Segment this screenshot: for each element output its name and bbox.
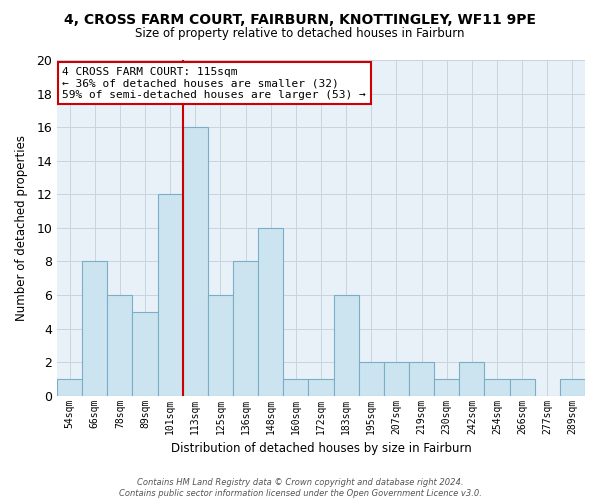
Bar <box>57 379 82 396</box>
Bar <box>308 379 334 396</box>
Bar <box>183 127 208 396</box>
Bar <box>107 295 133 396</box>
Bar <box>158 194 183 396</box>
X-axis label: Distribution of detached houses by size in Fairburn: Distribution of detached houses by size … <box>170 442 472 455</box>
Bar <box>384 362 409 396</box>
Bar <box>233 262 258 396</box>
Bar <box>560 379 585 396</box>
Bar <box>258 228 283 396</box>
Text: Size of property relative to detached houses in Fairburn: Size of property relative to detached ho… <box>135 28 465 40</box>
Bar <box>460 362 484 396</box>
Text: 4, CROSS FARM COURT, FAIRBURN, KNOTTINGLEY, WF11 9PE: 4, CROSS FARM COURT, FAIRBURN, KNOTTINGL… <box>64 12 536 26</box>
Bar <box>509 379 535 396</box>
Bar <box>82 262 107 396</box>
Bar <box>409 362 434 396</box>
Bar <box>434 379 460 396</box>
Y-axis label: Number of detached properties: Number of detached properties <box>15 135 28 321</box>
Bar <box>208 295 233 396</box>
Bar <box>133 312 158 396</box>
Bar <box>283 379 308 396</box>
Bar <box>334 295 359 396</box>
Bar <box>359 362 384 396</box>
Bar <box>484 379 509 396</box>
Text: Contains HM Land Registry data © Crown copyright and database right 2024.
Contai: Contains HM Land Registry data © Crown c… <box>119 478 481 498</box>
Text: 4 CROSS FARM COURT: 115sqm
← 36% of detached houses are smaller (32)
59% of semi: 4 CROSS FARM COURT: 115sqm ← 36% of deta… <box>62 66 366 100</box>
